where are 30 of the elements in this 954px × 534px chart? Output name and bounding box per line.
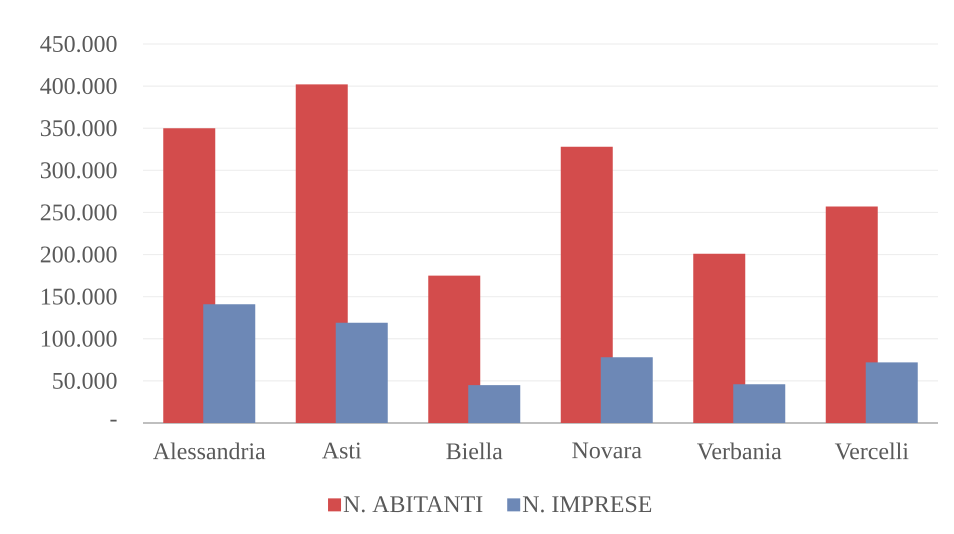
x-tick-label: Verbania <box>697 442 782 460</box>
bar <box>693 254 746 423</box>
bar <box>560 146 613 423</box>
bar <box>163 128 216 423</box>
legend-label: N. ABITANTI <box>344 496 482 512</box>
legend-label: N. IMPRESE <box>522 496 652 512</box>
bar <box>336 322 388 423</box>
x-tick-label: Alessandria <box>153 442 266 460</box>
bar <box>296 84 348 423</box>
y-tick-label: 350.000 <box>40 120 117 136</box>
y-tick-label: 400.000 <box>40 78 117 94</box>
y-tick-label: 250.000 <box>40 204 117 221</box>
bar <box>203 304 256 423</box>
y-tick-label: 150.000 <box>42 288 117 305</box>
x-tick-label: Asti <box>322 442 362 459</box>
y-tick-label: 300.000 <box>40 162 117 178</box>
y-tick-label: 200.000 <box>40 246 117 263</box>
y-tick-label: - <box>110 420 117 422</box>
bar <box>826 206 878 423</box>
y-tick-label: 50.000 <box>53 372 117 390</box>
y-tick-label: 450.000 <box>40 36 117 52</box>
bar <box>600 357 653 423</box>
y-tick-label: 100.000 <box>42 330 117 347</box>
bar <box>468 385 520 423</box>
bar <box>733 384 786 423</box>
bar <box>866 362 918 423</box>
x-tick-label: Biella <box>446 442 502 460</box>
x-tick-label: Novara <box>572 442 642 458</box>
bar <box>428 276 480 423</box>
x-tick-label: Vercelli <box>834 442 909 460</box>
